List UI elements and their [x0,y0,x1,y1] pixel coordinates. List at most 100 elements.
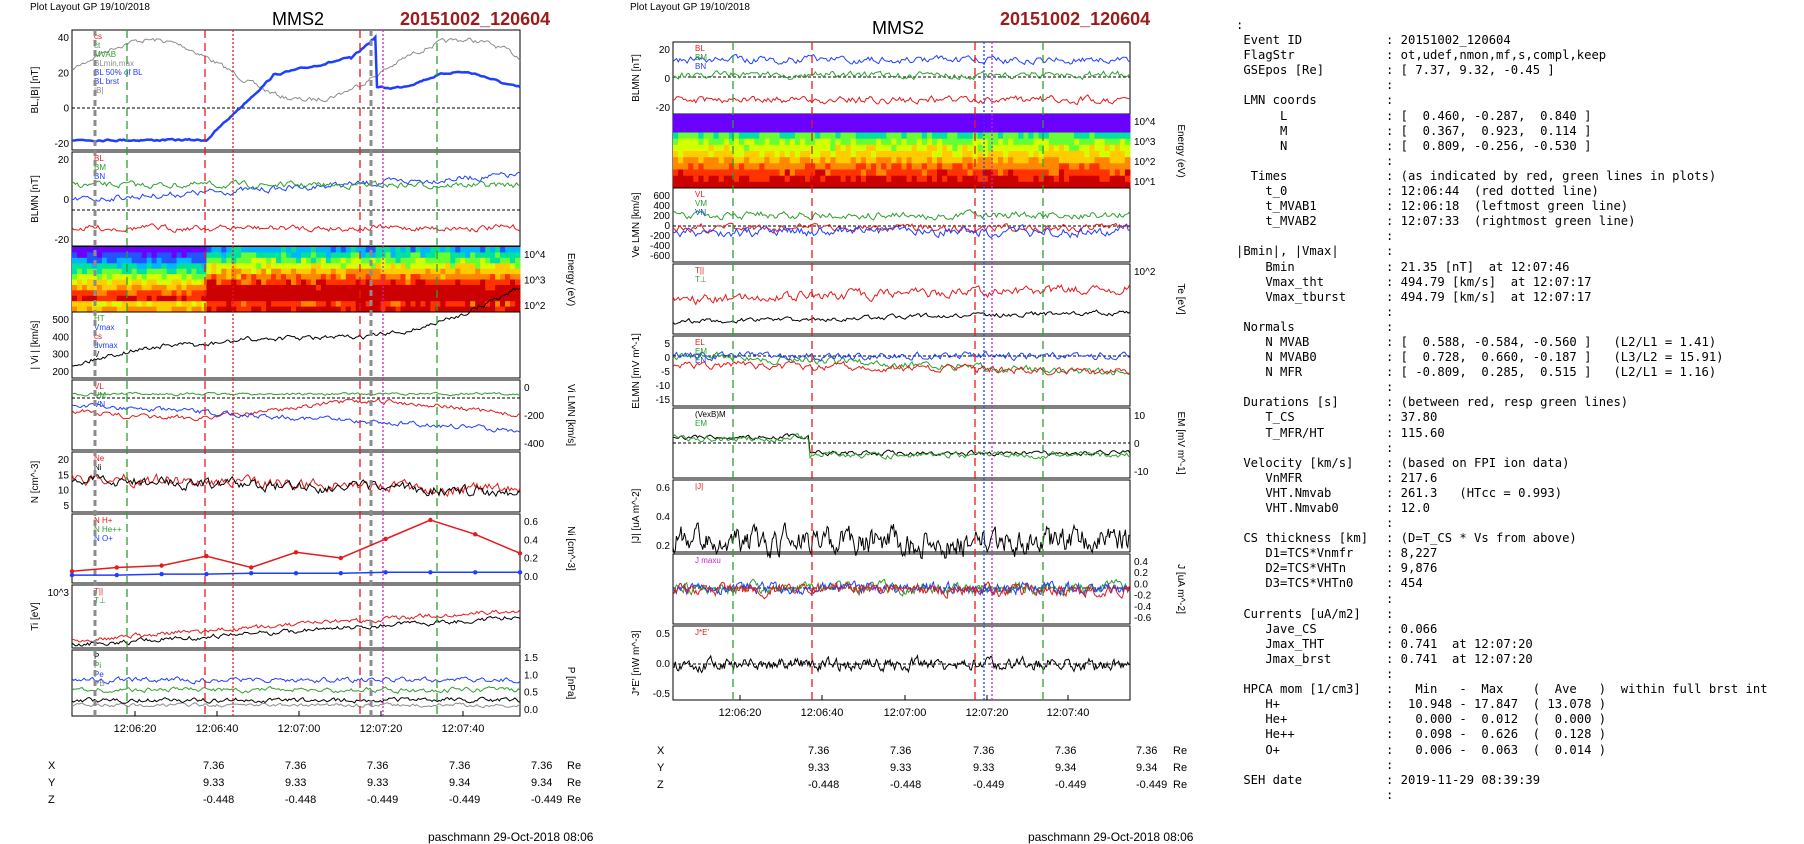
mid-spectrogram-cell [886,138,892,146]
mid-spectrogram-cell [784,114,791,121]
left-spectrogram-cell [191,247,197,253]
mid-spectrogram-cell [932,163,938,170]
info-row: VHT.Nmvab: 261.3 (HTcc = 0.993) [1236,486,1796,501]
mid-spectrogram-cell [916,157,923,164]
left-spectrogram-cell [310,274,317,280]
mid-spectrogram-cell [845,120,852,127]
mid-spectrogram-cell [799,126,806,133]
mid-y-tick-label: 0.5 [656,629,670,640]
left-y-tick-label: 0.4 [524,535,538,546]
mid-spectrogram-cell [683,114,689,121]
left-spectrogram-cell [296,295,302,302]
mid-spectrogram-cell [723,157,730,164]
left-spectrogram-cell [296,268,302,275]
mid-spectrogram-cell [992,144,999,152]
mid-spectrogram-cell [739,151,745,158]
mid-spectrogram-cell [825,144,831,152]
left-legend-entry: PB [94,679,105,688]
mid-spectrogram-cell [754,151,760,158]
mid-spectrogram-cell [1008,120,1014,127]
left-spectrogram-cell [420,284,426,291]
mid-spectrogram-cell [789,151,796,158]
left-legend-entry: T|| [94,587,103,596]
left-spectrogram-cell [355,290,362,297]
left-spectrogram-cell [315,295,322,302]
left-spectrogram-cell [186,301,192,308]
left-spectrogram-cell [101,279,108,286]
left-spectrogram-cell [201,295,207,302]
left-spectrogram-cell [151,247,158,253]
mid-spectrogram-cell [916,144,923,152]
mid-spectrogram-cell [688,138,694,146]
mid-spectrogram-cell [1109,120,1116,127]
left-spectrogram-cell [156,306,163,313]
left-spectrogram-cell [495,301,501,308]
left-spectrogram-cell [475,263,481,270]
mid-spectrogram-cell [1099,120,1106,127]
left-spectrogram-cell [306,247,312,253]
info-row: |Bmin|, |Vmax|: [1236,244,1796,259]
left-spectrogram-cell [430,252,436,259]
mid-spectrogram-cell [733,169,740,177]
left-spectrogram-cell [231,306,237,313]
left-spectrogram-cell [485,268,491,275]
mid-spectrogram-cell [678,175,684,183]
left-spectrogram-cell [161,263,168,270]
left-spectrogram-cell [455,290,461,297]
mid-spectrogram-cell [1064,175,1070,183]
left-spectrogram-cell [310,295,317,302]
mid-y-tick-label: 0.6 [656,483,670,494]
left-spectrogram-cell [340,306,347,313]
left-spectrogram-cell [276,263,282,270]
info-row: He++: 0.098 - 0.626 ( 0.128 ) [1236,727,1796,742]
info-key [1236,758,1386,773]
mid-spectrogram-cell [942,144,948,152]
mid-spectrogram-cell [1089,157,1095,164]
mid-spectrogram-cell [703,163,710,170]
left-spectrogram-cell [77,290,83,297]
left-spectrogram-cell [460,295,466,302]
left-layout-label: Plot Layout GP 19/10/2018 [30,2,150,13]
mid-coord-value: 9.33 [973,762,995,774]
mid-spectrogram-cell [932,138,938,146]
mid-y-tick-label: 10^4 [1134,117,1156,128]
left-spectrogram-cell [216,279,222,286]
left-spectrogram-cell [226,290,232,297]
mid-spectrogram-cell [1124,120,1131,127]
left-spectrogram-cell [171,252,178,259]
left-spectrogram-cell [510,268,516,275]
mid-spectrogram-cell [703,114,710,121]
mid-spectrogram-cell [952,138,958,146]
mid-spectrogram-cell [759,126,765,133]
left-spectrogram-cell [385,274,392,280]
mid-spectrogram-cell [1079,144,1085,152]
left-spectrogram-cell [500,284,506,291]
mid-spectrogram-cell [698,132,704,140]
mid-series-line [672,350,1131,362]
left-spectrogram-cell [505,247,511,253]
left-spectrogram-cell [301,290,307,297]
info-row: Bmin: 21.35 [nT] at 12:07:46 [1236,260,1796,275]
left-spectrogram-cell [161,290,168,297]
info-key: HPCA mom [1/cm3] [1236,682,1361,697]
left-spectrogram-cell [410,301,416,308]
mid-spectrogram-cell [911,157,918,164]
mid-spectrogram-cell [1008,126,1014,133]
left-spectrogram-cell [291,295,297,302]
mid-spectrogram-cell [932,181,938,189]
mid-spectrogram-cell [962,138,968,146]
left-spectrogram-cell [111,284,118,291]
left-spectrogram-cell [365,290,372,297]
mid-spectrogram-cell [769,144,776,152]
left-spacecraft-label: MMS2 [272,9,325,29]
mid-spectrogram-cell [1079,138,1085,146]
left-spectrogram-cell [345,247,352,253]
left-series-line [71,609,521,643]
left-spectrogram-cell [246,295,252,302]
mid-spectrogram-cell [886,126,892,133]
mid-series-line [672,283,1131,306]
mid-spectrogram-cell [911,126,918,133]
mid-spectrogram-cell [1003,126,1009,133]
mid-spectrogram-cell [1013,151,1019,158]
mid-spectrogram-cell [926,151,933,158]
